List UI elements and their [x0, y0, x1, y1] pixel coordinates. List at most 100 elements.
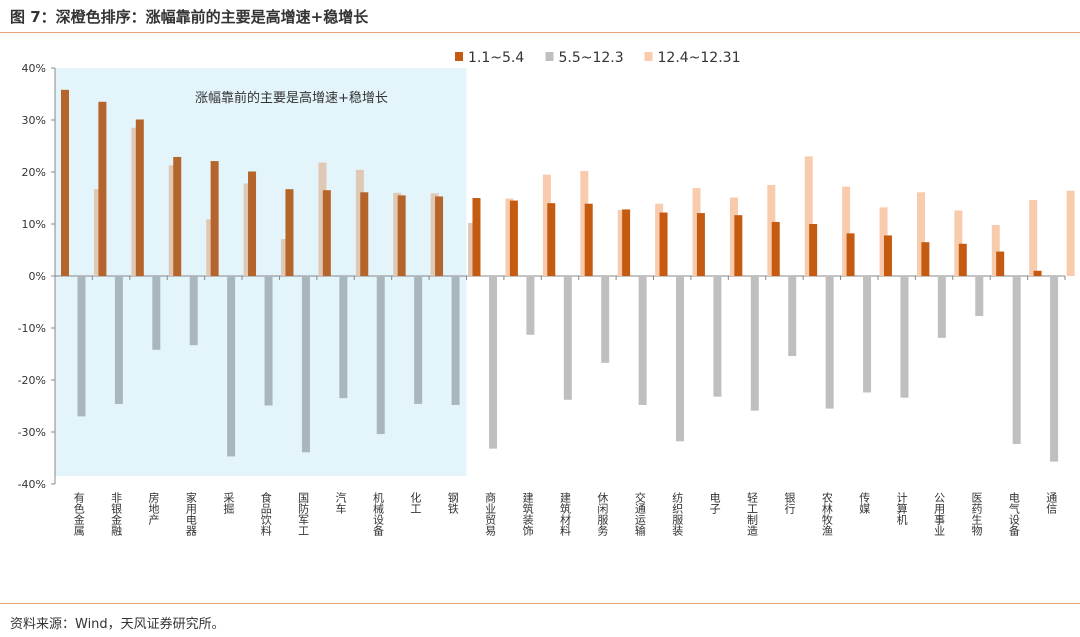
bar-12.4~12.31 [916, 192, 925, 276]
bar-5.5~12.3 [713, 276, 722, 397]
y-tick-label: 30% [22, 114, 46, 127]
bar-5.5~12.3 [526, 276, 535, 335]
bar-5.5~12.3 [1012, 276, 1021, 444]
y-tick-label: -20% [18, 374, 46, 387]
bar-1.1~5.4 [696, 213, 705, 276]
bar-5.5~12.3 [488, 276, 497, 449]
x-tick-label: 食品饮料 [259, 491, 272, 537]
bar-5.5~12.3 [900, 276, 909, 398]
bar-5.5~12.3 [227, 276, 236, 457]
y-tick-label: 20% [22, 166, 46, 179]
x-tick-label: 轻工制造 [746, 491, 759, 536]
x-tick-label: 电子 [708, 492, 721, 514]
x-tick-label: 纺织服装 [671, 491, 684, 537]
bar-5.5~12.3 [825, 276, 834, 409]
bar-1.1~5.4 [285, 189, 294, 276]
x-tick-label: 电气设备 [1007, 492, 1020, 537]
bar-5.5~12.3 [339, 276, 348, 399]
bar-12.4~12.31 [281, 239, 290, 276]
bar-12.4~12.31 [879, 207, 888, 276]
x-tick-label: 医药生物 [970, 492, 983, 536]
bar-chart: 涨幅靠前的主要是高增速+稳增长 40% 30% 20% 10% 0% -10% -20% -30… [18, 50, 1075, 537]
figure-title: 图 7：深橙色排序：涨幅靠前的主要是高增速+稳增长 [10, 8, 369, 26]
bar-1.1~5.4 [809, 224, 818, 276]
x-tick-label: 休闲服务 [596, 492, 609, 536]
bar-5.5~12.3 [376, 276, 385, 435]
x-tick-label: 交通运输 [633, 491, 646, 537]
bar-1.1~5.4 [883, 235, 892, 276]
y-tick-label: 10% [22, 218, 46, 231]
bar-1.1~5.4 [584, 203, 593, 276]
bar-12.4~12.31 [430, 193, 439, 276]
legend-swatch [455, 52, 463, 61]
bar-1.1~5.4 [659, 212, 668, 276]
bar-12.4~12.31 [991, 225, 1000, 276]
bar-5.5~12.3 [152, 276, 161, 350]
bar-12.4~12.31 [767, 185, 776, 276]
bar-12.4~12.31 [243, 183, 252, 276]
bar-1.1~5.4 [846, 233, 855, 276]
x-tick-label: 家用电器 [184, 491, 197, 537]
bar-1.1~5.4 [435, 196, 444, 276]
bar-5.5~12.3 [676, 276, 685, 442]
bar-5.5~12.3 [638, 276, 647, 405]
legend-swatch [644, 52, 653, 61]
bar-1.1~5.4 [996, 251, 1005, 276]
bar-1.1~5.4 [472, 198, 481, 276]
x-tick-label: 非银金融 [110, 492, 123, 537]
x-tick-label: 计算机 [895, 492, 908, 525]
x-tick-label: 通信 [1045, 492, 1058, 515]
bar-12.4~12.31 [617, 209, 626, 276]
bar-5.5~12.3 [937, 276, 946, 338]
bar-1.1~5.4 [210, 161, 219, 276]
x-tick-label: 建筑装饰 [521, 491, 534, 536]
bar-1.1~5.4 [322, 190, 331, 276]
bar-5.5~12.3 [1050, 276, 1059, 462]
x-tick-label: 采掘 [222, 492, 235, 515]
bar-12.4~12.31 [1029, 200, 1038, 276]
legend-label: 5.5~12.3 [559, 50, 624, 66]
bar-5.5~12.3 [414, 276, 423, 404]
bar-5.5~12.3 [264, 276, 273, 406]
x-tick-label: 传媒 [858, 492, 871, 515]
x-tick-label: 国防军工 [297, 492, 310, 536]
bar-5.5~12.3 [788, 276, 797, 357]
bar-1.1~5.4 [1033, 270, 1042, 276]
bar-1.1~5.4 [547, 203, 556, 276]
bar-12.4~12.31 [393, 192, 402, 276]
footer-divider [0, 603, 1080, 604]
bar-12.4~12.31 [580, 170, 589, 276]
bar-5.5~12.3 [114, 276, 123, 404]
bar-1.1~5.4 [397, 195, 406, 276]
x-tick-label: 汽车 [334, 491, 347, 515]
x-tick-label: 化工 [409, 491, 422, 514]
title-divider [0, 32, 1080, 33]
x-tick-label: 机械设备 [371, 491, 384, 537]
bar-12.4~12.31 [131, 127, 140, 276]
x-tick-label: 公用事业 [933, 492, 946, 536]
bar-1.1~5.4 [734, 215, 743, 276]
bar-12.4~12.31 [729, 197, 738, 276]
legend-swatch [545, 52, 554, 61]
bar-5.5~12.3 [77, 276, 86, 417]
bar-1.1~5.4 [622, 209, 631, 276]
bar-1.1~5.4 [771, 221, 780, 276]
y-tick-label: -10% [18, 322, 46, 335]
bar-12.4~12.31 [655, 203, 664, 276]
bar-12.4~12.31 [468, 222, 477, 276]
bar-5.5~12.3 [301, 276, 310, 453]
bar-1.1~5.4 [173, 156, 182, 276]
bar-1.1~5.4 [61, 89, 69, 276]
bar-12.4~12.31 [954, 210, 963, 276]
x-tick-label: 建筑材料 [559, 491, 572, 537]
bar-1.1~5.4 [958, 243, 967, 276]
bar-12.4~12.31 [94, 189, 102, 276]
bar-1.1~5.4 [360, 192, 369, 276]
bar-5.5~12.3 [863, 276, 872, 393]
bar-12.4~12.31 [318, 162, 327, 276]
bar-12.4~12.31 [1066, 190, 1075, 276]
x-tick-label: 银行 [783, 491, 796, 515]
bar-12.4~12.31 [542, 174, 551, 276]
bar-1.1~5.4 [135, 119, 144, 276]
